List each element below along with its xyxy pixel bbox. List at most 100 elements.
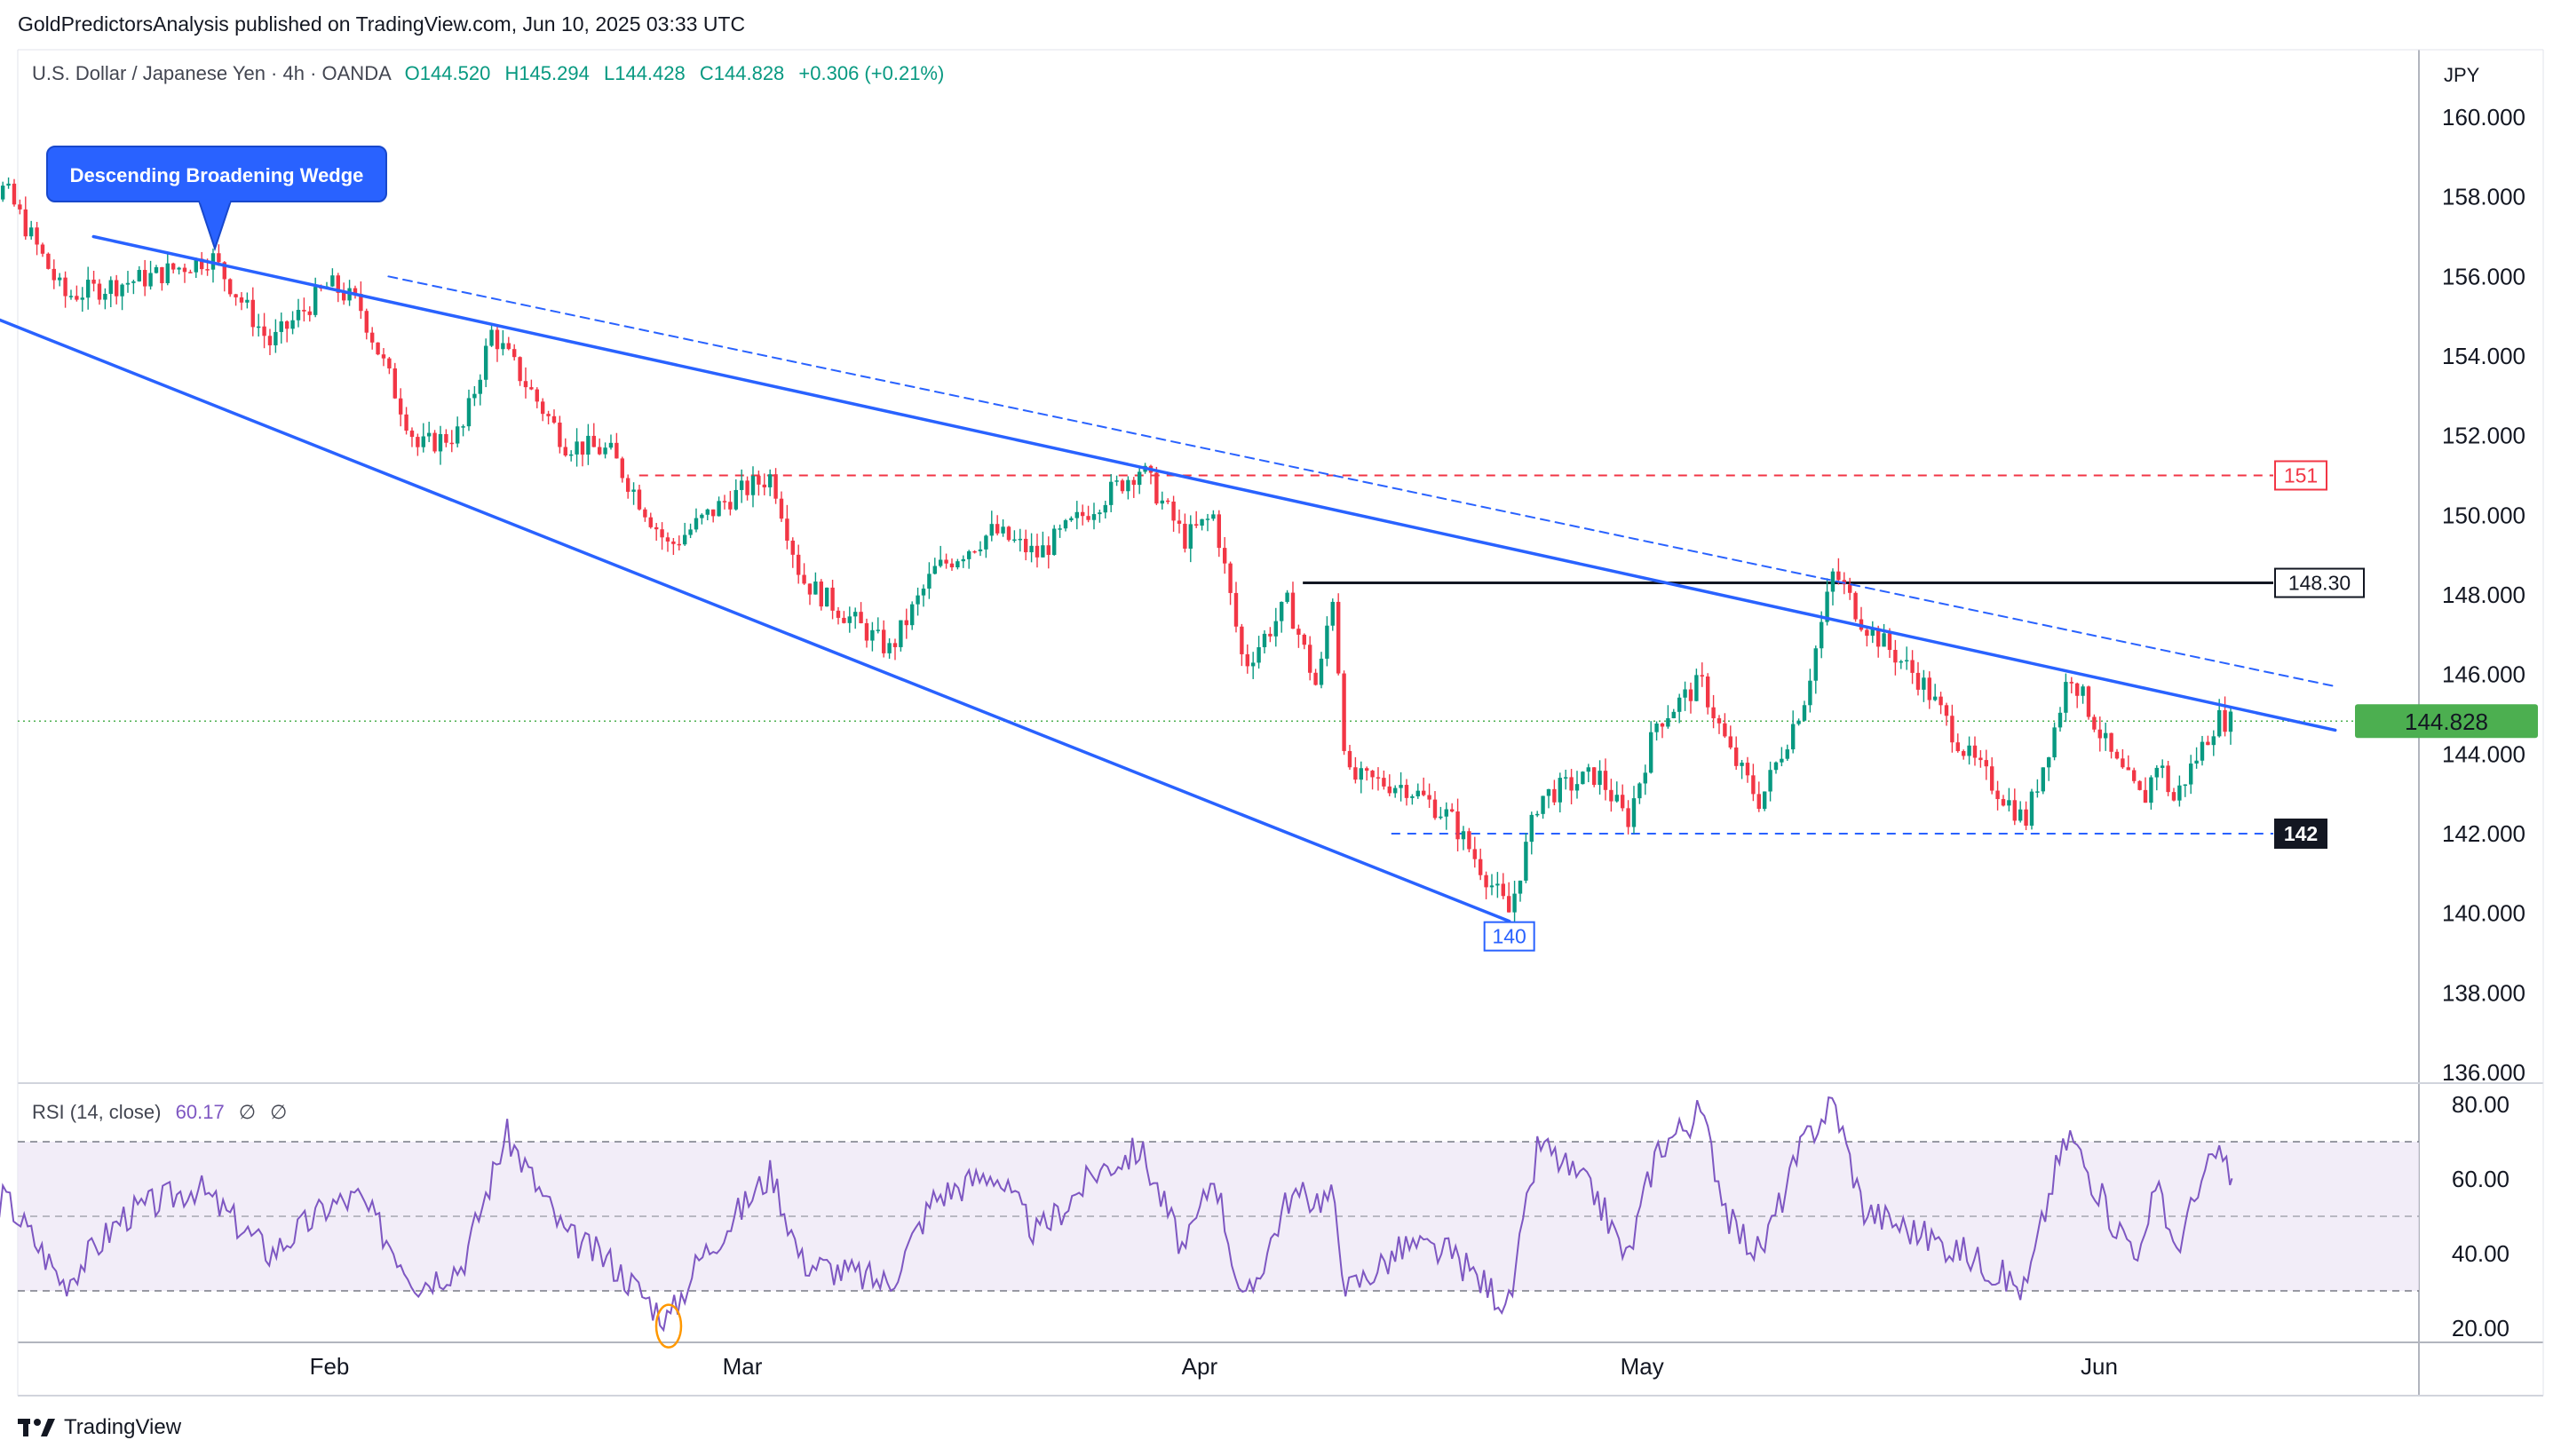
candle-body: [1887, 633, 1892, 651]
candle-body: [830, 587, 835, 611]
low-value: L144.428: [603, 62, 686, 84]
callout-pointer: [197, 201, 233, 252]
candle-body: [2114, 751, 2120, 759]
candle-body: [722, 501, 727, 502]
candle-body: [2092, 716, 2097, 730]
candle-body: [518, 357, 522, 382]
close-value: C144.828: [699, 62, 785, 84]
rsi-tick: 20.00: [2452, 1315, 2509, 1341]
candle-body: [807, 583, 813, 595]
candle-body: [2223, 709, 2227, 732]
candle-body: [546, 414, 551, 416]
candle-body: [1489, 885, 1495, 888]
candle-body: [2206, 741, 2210, 746]
candle-body: [1780, 758, 1784, 763]
candle-body: [2018, 809, 2023, 821]
candle-body: [2035, 791, 2040, 793]
candle-body: [705, 509, 710, 515]
candle-body: [1529, 814, 1534, 843]
candle-body: [1313, 672, 1318, 685]
candle-body: [2052, 727, 2057, 758]
candle-body: [1728, 736, 1732, 748]
candle-body: [1825, 591, 1829, 622]
rsi-tick: 40.00: [2452, 1240, 2509, 1267]
level-layer: [18, 474, 2419, 835]
candle-body: [165, 263, 170, 283]
candle-body: [2041, 767, 2045, 792]
candle-body: [80, 297, 84, 300]
candle-body: [1432, 799, 1438, 819]
candle-body: [757, 476, 761, 485]
candle-body: [18, 204, 22, 210]
candle-body: [1353, 767, 1358, 780]
level-tag-151: 151: [2284, 464, 2318, 487]
candle-body: [1098, 512, 1102, 515]
candle-body: [2211, 736, 2216, 746]
candle-body: [1961, 751, 1966, 756]
candle-body: [296, 310, 301, 320]
candle-body: [1899, 661, 1903, 663]
candle-body: [1342, 673, 1346, 751]
candle-body: [1103, 504, 1107, 513]
candle-body: [1955, 742, 1960, 752]
candle-body: [523, 381, 528, 388]
candle-body: [1359, 768, 1363, 780]
last-price-value: 144.828: [2405, 708, 2488, 735]
brand[interactable]: TradingView: [18, 1415, 181, 1440]
candle-body: [426, 432, 432, 437]
symbol-name[interactable]: U.S. Dollar / Japanese Yen · 4h · OANDA: [32, 62, 391, 84]
currency-label[interactable]: JPY: [2444, 64, 2480, 86]
rsi-label[interactable]: RSI (14, close): [32, 1101, 162, 1123]
candle-body: [1069, 518, 1074, 521]
candle-body: [790, 540, 795, 555]
candle-body: [23, 209, 28, 237]
candle-body: [404, 414, 408, 431]
candle-body: [369, 332, 375, 343]
candle-body: [359, 293, 363, 312]
candle-body: [1773, 762, 1779, 771]
candle-body: [154, 266, 159, 273]
candle-body: [28, 227, 34, 237]
candle-body: [1449, 809, 1455, 812]
candle-body: [1018, 538, 1022, 541]
price-tick: 150.000: [2442, 502, 2525, 528]
candle-body: [1399, 785, 1403, 788]
candle-body: [591, 435, 596, 447]
rsi-na-2: ∅: [270, 1101, 288, 1123]
candle-body: [1677, 697, 1682, 712]
candle-body: [603, 447, 607, 455]
rsi-tick: 60.00: [2452, 1166, 2509, 1192]
candle-body: [1733, 747, 1739, 766]
candle-body: [1756, 794, 1761, 810]
candle-body: [1046, 545, 1051, 555]
candle-body: [46, 253, 51, 269]
candle-body: [63, 277, 67, 297]
candle-body: [535, 389, 539, 402]
candle-body: [1126, 479, 1130, 492]
candle-body: [1574, 784, 1580, 791]
candle-body: [1165, 500, 1170, 502]
candle-body: [1114, 480, 1119, 482]
candle-body: [938, 559, 943, 566]
label-layer: 151 148.30 142 140 144.828: [1483, 460, 2538, 952]
candle-body: [1910, 660, 1915, 673]
candle-body: [927, 574, 932, 589]
publisher-line: GoldPredictorsAnalysis published on Trad…: [18, 12, 746, 36]
open-value: O144.520: [404, 62, 491, 84]
candle-body: [2166, 765, 2170, 793]
candle-body: [284, 321, 289, 329]
candle-body: [916, 595, 920, 605]
pattern-callout[interactable]: Descending Broadening Wedge: [46, 146, 387, 202]
candle-body: [1796, 720, 1801, 724]
candle-body: [2007, 800, 2011, 806]
candle-body: [2046, 757, 2051, 768]
candle-body: [1581, 772, 1585, 785]
candle-body: [921, 588, 926, 596]
candle-body: [1319, 658, 1324, 685]
candle-body: [665, 537, 670, 542]
candle-body: [1382, 778, 1386, 787]
candle-body: [1546, 788, 1551, 796]
candle-body: [148, 273, 153, 287]
candle-body: [290, 320, 295, 329]
